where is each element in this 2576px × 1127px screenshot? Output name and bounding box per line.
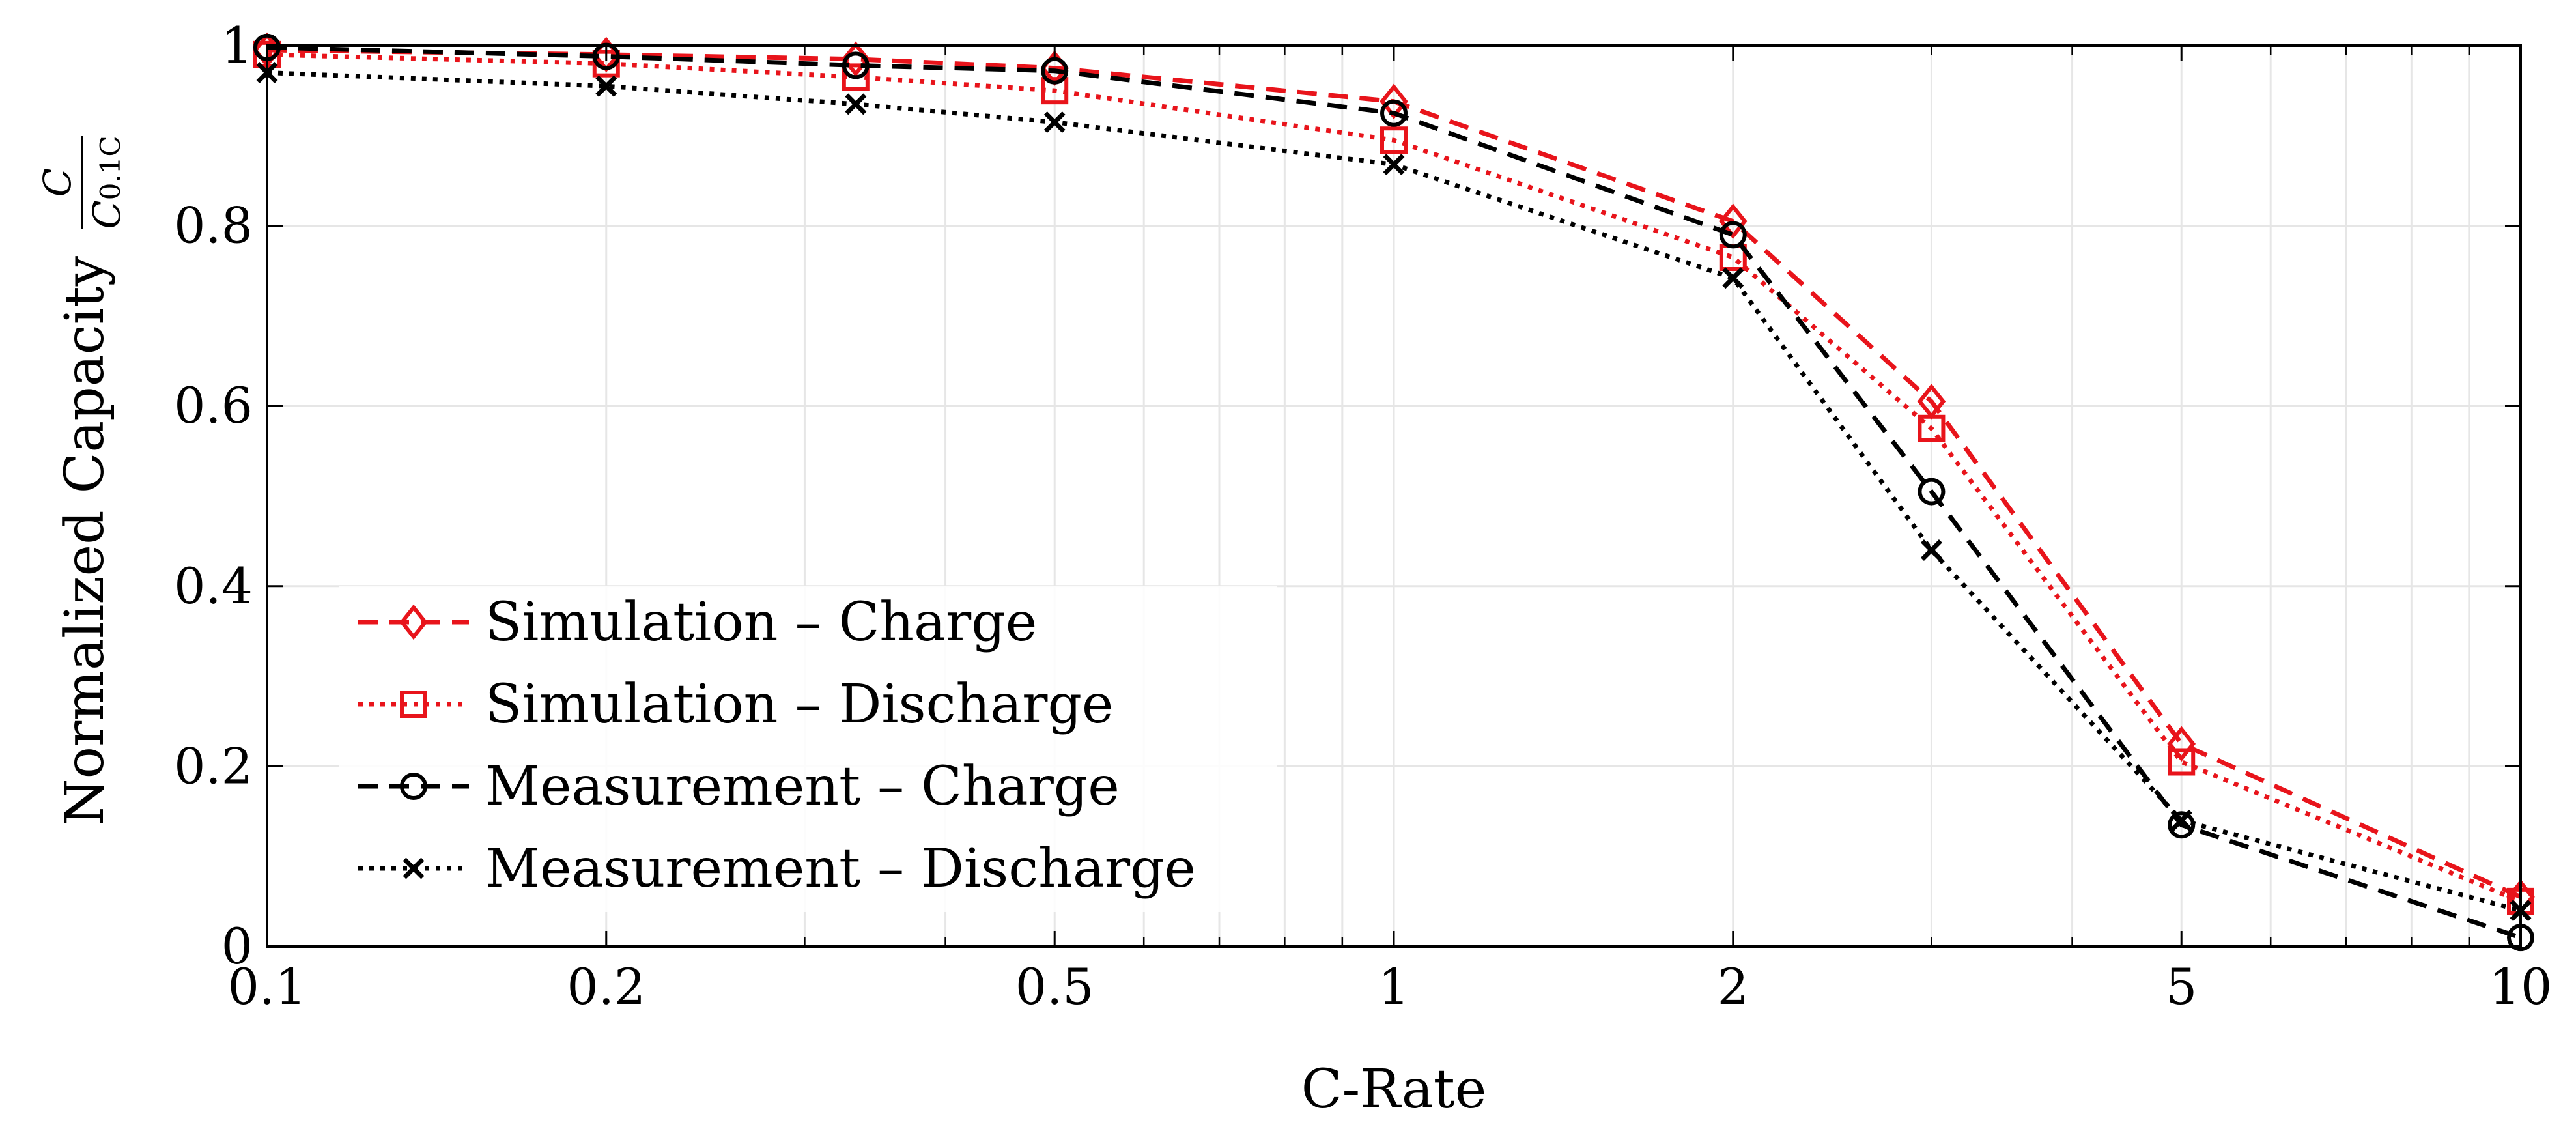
data-point — [845, 93, 867, 115]
y-tick-label: 0.2 — [174, 737, 253, 795]
data-point — [1043, 111, 1066, 134]
x-tick-label: 5 — [2166, 958, 2197, 1016]
legend-marker — [400, 691, 427, 718]
data-point — [1918, 478, 1946, 506]
y-tick-label: 0.6 — [174, 377, 253, 435]
legend-marker — [403, 857, 425, 879]
legend-marker — [399, 604, 428, 640]
series-layer — [253, 32, 2535, 952]
legend-item-0: Simulation – Charge — [358, 592, 1037, 653]
y-axis-title-text: Normalized Capacity — [54, 255, 116, 825]
series-line — [266, 45, 2522, 940]
y-tick-label: 0.8 — [174, 197, 253, 255]
x-tick-label: 10 — [2489, 958, 2553, 1016]
y-axis-fraction-numerator: C — [35, 168, 79, 197]
series-1 — [253, 40, 2534, 915]
data-point — [2170, 809, 2192, 831]
x-axis-title: C-Rate — [1301, 1059, 1486, 1120]
x-tick-label: 0.2 — [567, 958, 645, 1016]
x-tick-label: 0.5 — [1015, 958, 1094, 1016]
legend-label: Measurement – Discharge — [485, 838, 1196, 900]
legend-label: Measurement – Charge — [485, 756, 1120, 818]
legend-label: Simulation – Discharge — [485, 674, 1113, 735]
series-3 — [256, 62, 2532, 922]
y-axis-fraction-denominator-sub: 0.1C — [94, 136, 126, 200]
data-point — [1718, 203, 1748, 239]
data-point — [1380, 83, 1408, 120]
x-tick-label: 0.1 — [228, 958, 307, 1016]
legend-item-2: Measurement – Charge — [358, 756, 1120, 818]
legend-box — [339, 586, 1277, 912]
data-point — [595, 75, 617, 97]
legend-item-3: Measurement – Discharge — [358, 838, 1196, 900]
series-line — [266, 52, 2522, 904]
tick-layer: 0 0.2 0.4 0.6 0.8 1 0.1 0.2 0.5 1 2 5 10 — [174, 16, 2552, 1016]
x-tick-label: 2 — [1718, 958, 1749, 1016]
legend: Simulation – Charge Simulation – Discharg… — [339, 586, 1277, 912]
y-tick-label: 0 — [221, 917, 253, 975]
y-axis-fraction-denominator: C0.1C — [85, 136, 129, 229]
y-axis-title: Normalized Capacity C C0.1C — [35, 136, 129, 825]
data-point — [2168, 748, 2196, 776]
legend-label: Simulation – Charge — [485, 592, 1037, 653]
y-axis-fraction-denominator-main: C — [85, 200, 129, 229]
x-tick-label: 1 — [1378, 958, 1409, 1016]
y-tick-label: 1 — [221, 16, 253, 74]
data-point — [842, 51, 870, 79]
y-tick-label: 0.4 — [174, 557, 253, 615]
data-point — [1380, 99, 1408, 127]
data-point — [842, 63, 870, 91]
data-point — [1920, 539, 1942, 561]
data-point — [1383, 154, 1405, 176]
data-point — [1719, 221, 1747, 249]
data-point — [1918, 414, 1946, 442]
data-point — [2167, 726, 2196, 762]
data-point — [1380, 126, 1408, 154]
legend-marker — [400, 773, 427, 800]
data-point — [1722, 267, 1744, 289]
data-point — [1041, 77, 1069, 105]
legend-item-1: Simulation – Discharge — [358, 674, 1113, 735]
